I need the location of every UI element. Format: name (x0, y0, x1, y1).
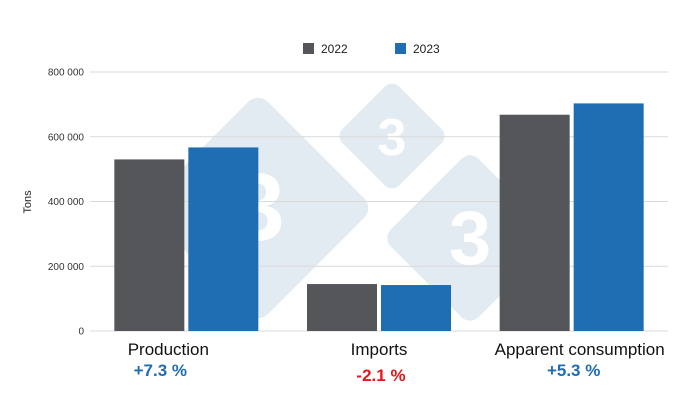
y-tick-label: 600 000 (48, 132, 85, 143)
legend-label-2023: 2023 (413, 42, 440, 56)
bar-2023-production (188, 147, 259, 331)
bar-2022-production (114, 159, 185, 331)
category-label: Apparent consumption (495, 340, 665, 359)
y-tick-label: 200 000 (48, 262, 85, 273)
bar-2023-apparent-consumption (573, 103, 644, 331)
change-annotation: +5.3 % (547, 361, 600, 380)
change-annotation: +7.3 % (134, 361, 187, 380)
category-label: Imports (351, 340, 408, 359)
bar-2022-imports (307, 284, 377, 331)
svg-text:3: 3 (378, 109, 407, 167)
category-label: Production (128, 340, 209, 359)
y-axis-title: Tons (22, 190, 34, 214)
legend-swatch-2022 (303, 43, 314, 54)
legend-label-2022: 2022 (321, 42, 348, 56)
bar-2023-imports (381, 285, 451, 331)
legend-swatch-2023 (395, 43, 406, 54)
svg-text:3: 3 (449, 196, 491, 281)
category-labels: Production Imports Apparent consumption (128, 340, 665, 359)
y-tick-label: 800 000 (48, 68, 85, 79)
y-tick-label: 0 (78, 327, 84, 338)
bars (114, 103, 644, 331)
y-tick-label: 400 000 (48, 197, 85, 208)
bar-2022-apparent-consumption (499, 114, 570, 331)
gridlines (90, 71, 668, 332)
legend: 2022 2023 (303, 42, 440, 56)
change-annotation: -2.1 % (356, 366, 405, 385)
change-annotations: +7.3 % -2.1 % +5.3 % (134, 361, 601, 385)
y-axis-ticks: 0 200 000 400 000 600 000 800 000 (48, 68, 85, 338)
